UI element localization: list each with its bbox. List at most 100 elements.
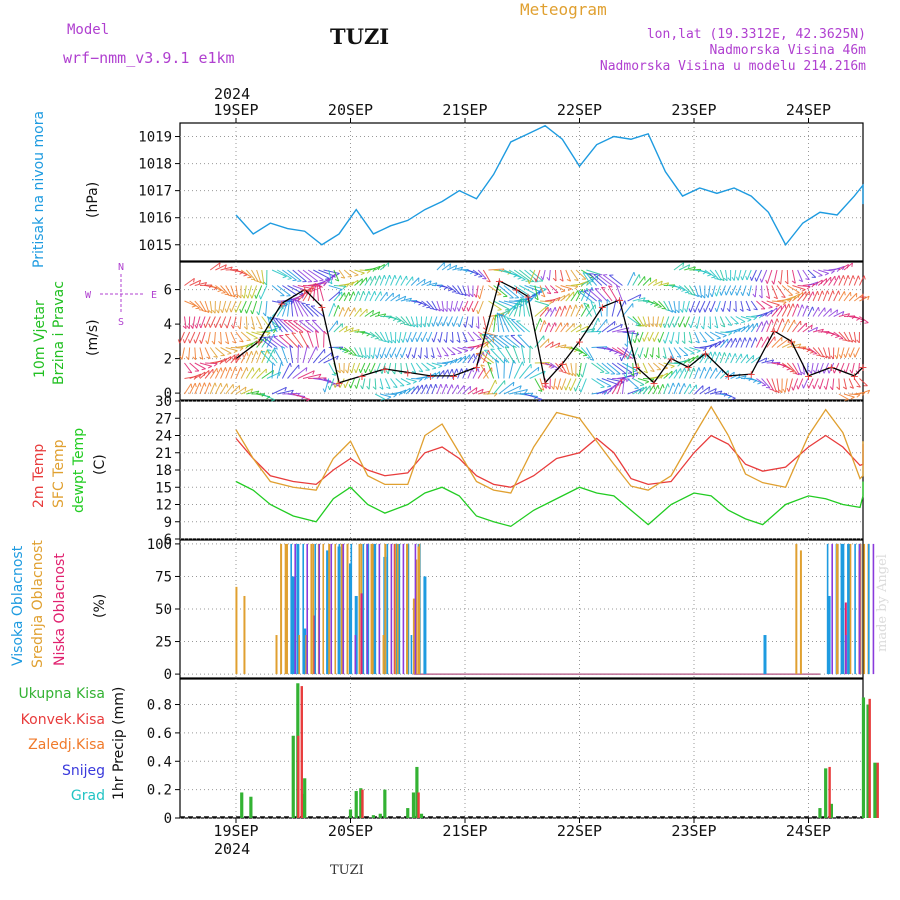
wind-barb-head [190, 324, 194, 329]
wind-barb [591, 378, 605, 388]
wind-barb [230, 353, 240, 364]
wind-barb-head [560, 322, 563, 327]
wind-barb [266, 349, 278, 364]
wind-frame [179, 261, 864, 401]
wind-barb [442, 316, 448, 327]
wind-barb-head [624, 343, 628, 348]
wind-barb-head [838, 354, 842, 359]
wind-barb-head [761, 321, 764, 326]
wind-barb [245, 350, 252, 364]
wind-barb [647, 278, 657, 286]
wind-barb [513, 361, 523, 379]
wind-barb [802, 269, 810, 280]
wind-barb-head [752, 293, 756, 298]
wind-barb [390, 294, 400, 302]
wind-barb [447, 316, 453, 327]
wind-barb-head [203, 323, 206, 328]
wind-barb [683, 285, 693, 295]
cloud-bars [235, 543, 875, 675]
wind-barb [256, 331, 271, 334]
cloud-fill-bar [334, 543, 337, 675]
wind-barb-head [663, 339, 666, 344]
wind-barb-head [213, 356, 218, 358]
wind-barb [256, 269, 262, 284]
precip-total-bar [818, 808, 822, 818]
wind-barb [344, 281, 354, 286]
legend-convective: Konvek.Kisa [21, 712, 105, 728]
wind-barb [534, 318, 541, 333]
wind-barb [315, 330, 319, 348]
wind-barb [625, 362, 629, 378]
wind-barb-head [637, 353, 641, 359]
mid_cloud-bar [235, 586, 238, 675]
wind-barb-head [477, 295, 481, 300]
wind-barb [836, 347, 840, 359]
wind-barb [838, 378, 840, 390]
wind-barb [560, 293, 570, 302]
wind-barb [678, 383, 685, 395]
wind-barb [513, 298, 521, 317]
wind-barb-head [415, 337, 418, 342]
wind-barb [316, 283, 319, 302]
wind-barb-head [331, 373, 336, 376]
wind-barb-head [214, 382, 217, 387]
wind-barb [465, 316, 469, 328]
wind-barb [370, 362, 376, 374]
wind-barb [381, 362, 386, 374]
wind-barb-head [733, 308, 737, 312]
wind-barb-head [208, 323, 211, 328]
wind-barb [663, 362, 675, 367]
wind-barb-head [412, 381, 417, 384]
wind-barb-head [471, 307, 474, 313]
wind-barb [740, 324, 750, 333]
wind-barb-head [253, 337, 258, 340]
wind-barb [522, 298, 526, 317]
cloud-ylabel-1: Visoka Oblacnost [10, 545, 26, 666]
wind-barb [225, 384, 234, 395]
wind-barb [446, 368, 453, 379]
wind-barb [720, 285, 726, 296]
wind-barb-head [318, 373, 322, 378]
wind-barb [359, 277, 367, 286]
wind-barb-head [773, 296, 778, 300]
wind-barb-head [672, 382, 676, 387]
wind-barb-head [424, 355, 428, 359]
wind-barb [215, 264, 227, 271]
wind-barb [400, 275, 407, 286]
mid_cloud-bar [412, 598, 415, 675]
wind-barb [725, 338, 732, 348]
wind-barb [213, 331, 216, 345]
wind-barb-head [457, 323, 460, 328]
wind-barb [477, 340, 489, 348]
wind-barb-head [199, 382, 202, 387]
wind-barb [255, 285, 263, 299]
wind-barb [441, 300, 445, 312]
wind-barb-head [625, 355, 628, 360]
wind-barb [251, 285, 258, 299]
wind-barb-head [414, 324, 419, 328]
wind-barb-head [702, 347, 707, 352]
wind-barb-head [795, 373, 800, 376]
wind-barb-head [565, 372, 570, 375]
wind-barb [240, 331, 251, 341]
wind-barb [771, 285, 778, 299]
wind-barb-head [657, 338, 660, 343]
wind-barb-head [805, 278, 810, 281]
wind-barb [369, 291, 376, 302]
wind-barb [384, 378, 391, 389]
wind-barb [266, 349, 274, 364]
wind-barb [282, 269, 297, 281]
wind-barb-head [654, 323, 658, 328]
wind-barb-head [709, 366, 713, 372]
wind-barb-head [391, 370, 396, 375]
wind-barb [709, 331, 721, 339]
wind-barb [544, 322, 550, 333]
wind-gust-marker: + [472, 361, 481, 374]
wind-barb [263, 337, 278, 348]
wind-barb [786, 319, 795, 333]
precip-total-bar [348, 809, 353, 818]
wind-barb-head [707, 325, 712, 330]
wind-barb [246, 331, 258, 339]
wind-barb [745, 337, 751, 348]
top-date-label: 23SEP [671, 101, 716, 119]
